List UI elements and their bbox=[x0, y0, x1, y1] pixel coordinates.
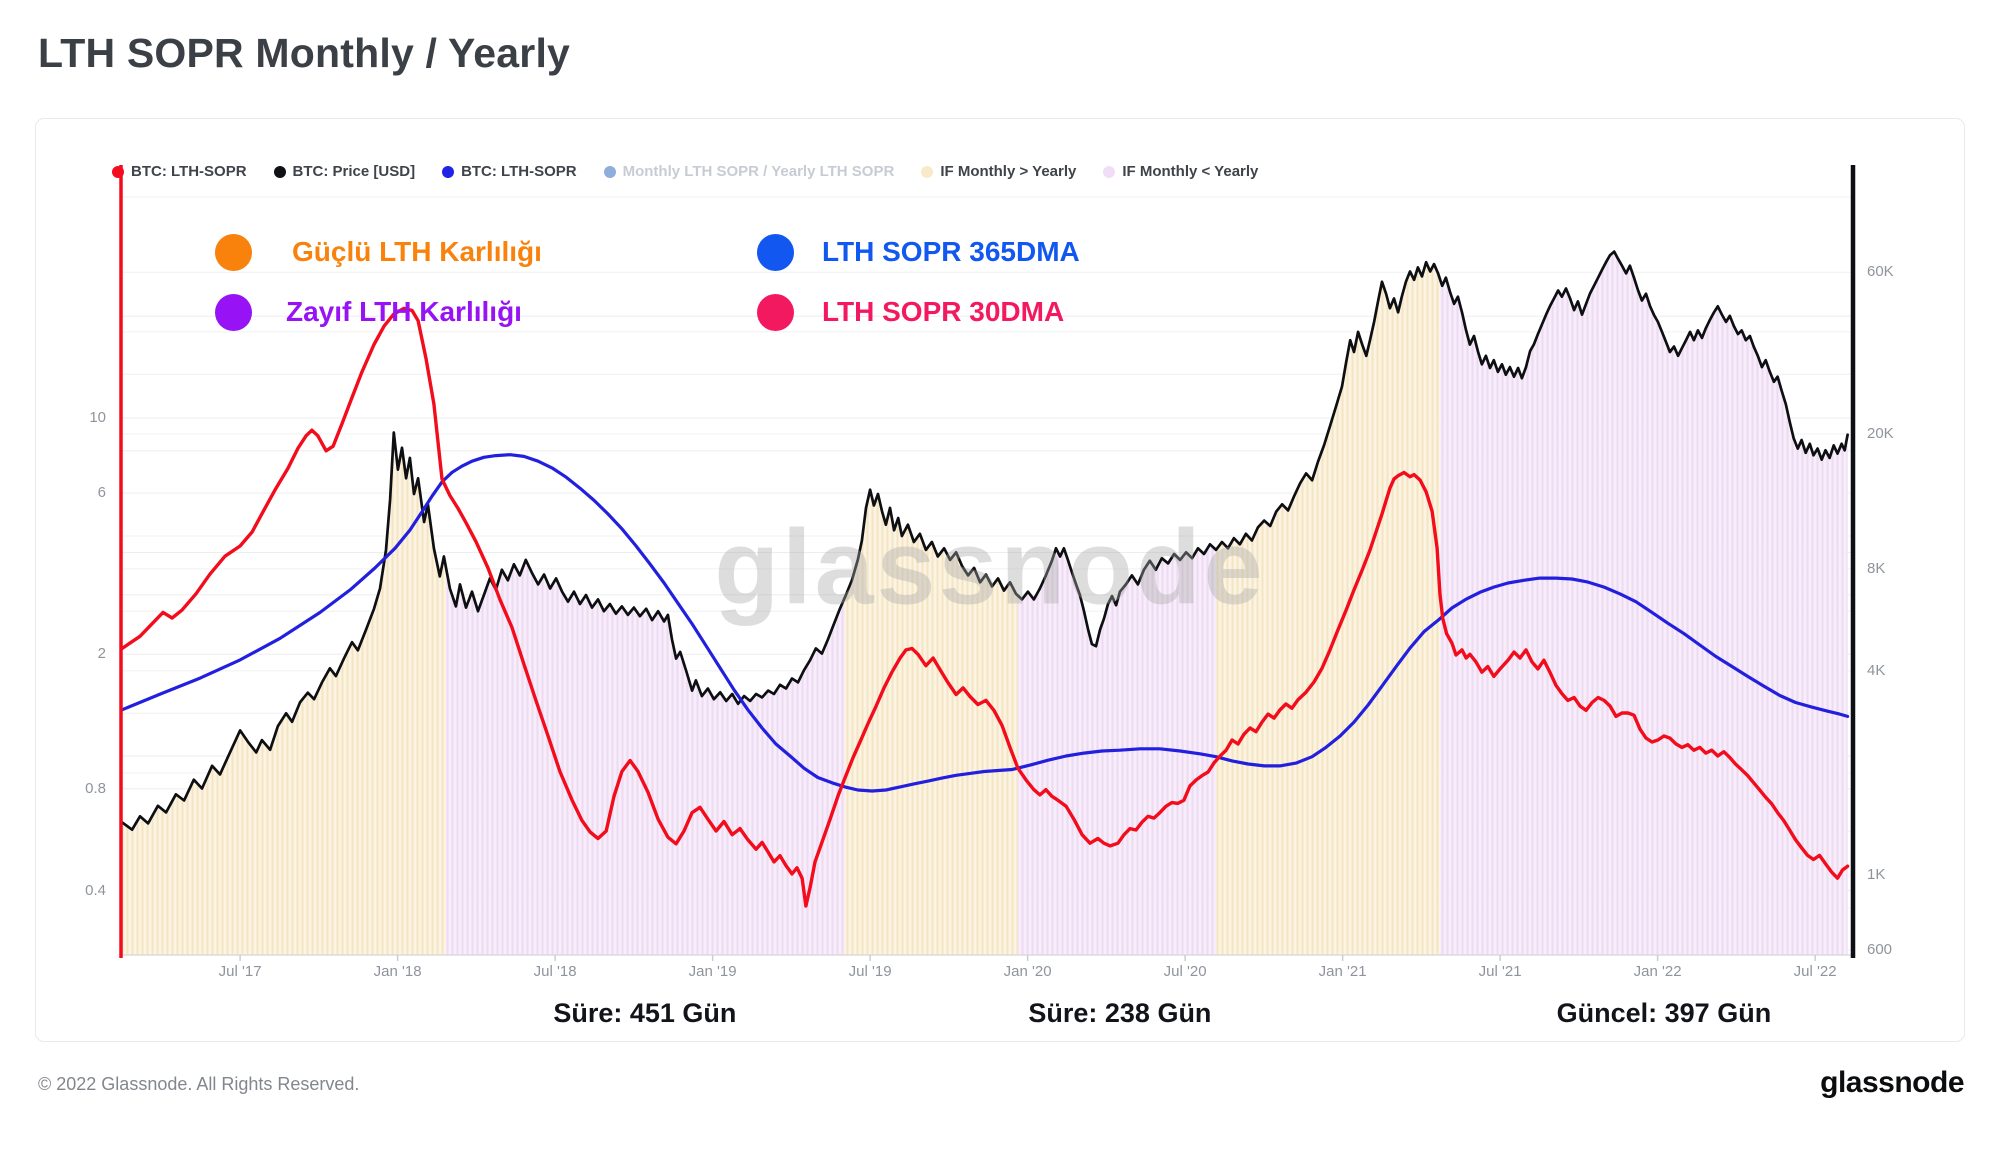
footer-copyright: © 2022 Glassnode. All Rights Reserved. bbox=[38, 1074, 360, 1094]
legend-item-3[interactable]: Monthly LTH SOPR / Yearly LTH SOPR bbox=[603, 163, 895, 180]
legend-item-label: BTC: Price [USD] bbox=[292, 163, 416, 180]
page-title: LTH SOPR Monthly / Yearly bbox=[38, 30, 571, 76]
legend-dot-icon bbox=[603, 165, 616, 178]
series-btc-price-usd- bbox=[120, 250, 1849, 832]
legend-item-4[interactable]: IF Monthly > Yearly bbox=[921, 163, 1076, 180]
series-btc-lth-sopr-30dma bbox=[120, 306, 1850, 908]
watermark: glassnode bbox=[714, 508, 1266, 627]
legend-dot-icon bbox=[112, 165, 124, 178]
legend-item-1[interactable]: BTC: Price [USD] bbox=[273, 163, 416, 180]
legend-dot-icon bbox=[921, 165, 934, 178]
legend-item-2[interactable]: BTC: LTH-SOPR bbox=[442, 163, 577, 180]
region-monthly_lt_yearly bbox=[1439, 251, 1848, 955]
legend-item-5[interactable]: IF Monthly < Yearly bbox=[1103, 163, 1258, 180]
legend-item-label: IF Monthly > Yearly bbox=[940, 163, 1077, 180]
legend-item-label: BTC: LTH-SOPR bbox=[131, 163, 247, 180]
legend-item-label: IF Monthly < Yearly bbox=[1122, 163, 1259, 180]
region-monthly_gt_yearly bbox=[122, 251, 447, 955]
legend-dot-icon bbox=[273, 165, 286, 178]
legend-item-label: BTC: LTH-SOPR bbox=[461, 163, 577, 180]
glassnode-logo: glassnode bbox=[1820, 1066, 1964, 1099]
legend-item-label: Monthly LTH SOPR / Yearly LTH SOPR bbox=[622, 163, 895, 180]
chart-legend: BTC: LTH-SOPR BTC: Price [USD] BTC: LTH-SO… bbox=[112, 163, 1258, 180]
series-btc-lth-sopr-365dma bbox=[120, 453, 1850, 793]
legend-dot-icon bbox=[442, 165, 455, 178]
legend-dot-icon bbox=[1103, 165, 1116, 178]
legend-item-0[interactable]: BTC: LTH-SOPR bbox=[112, 163, 247, 180]
